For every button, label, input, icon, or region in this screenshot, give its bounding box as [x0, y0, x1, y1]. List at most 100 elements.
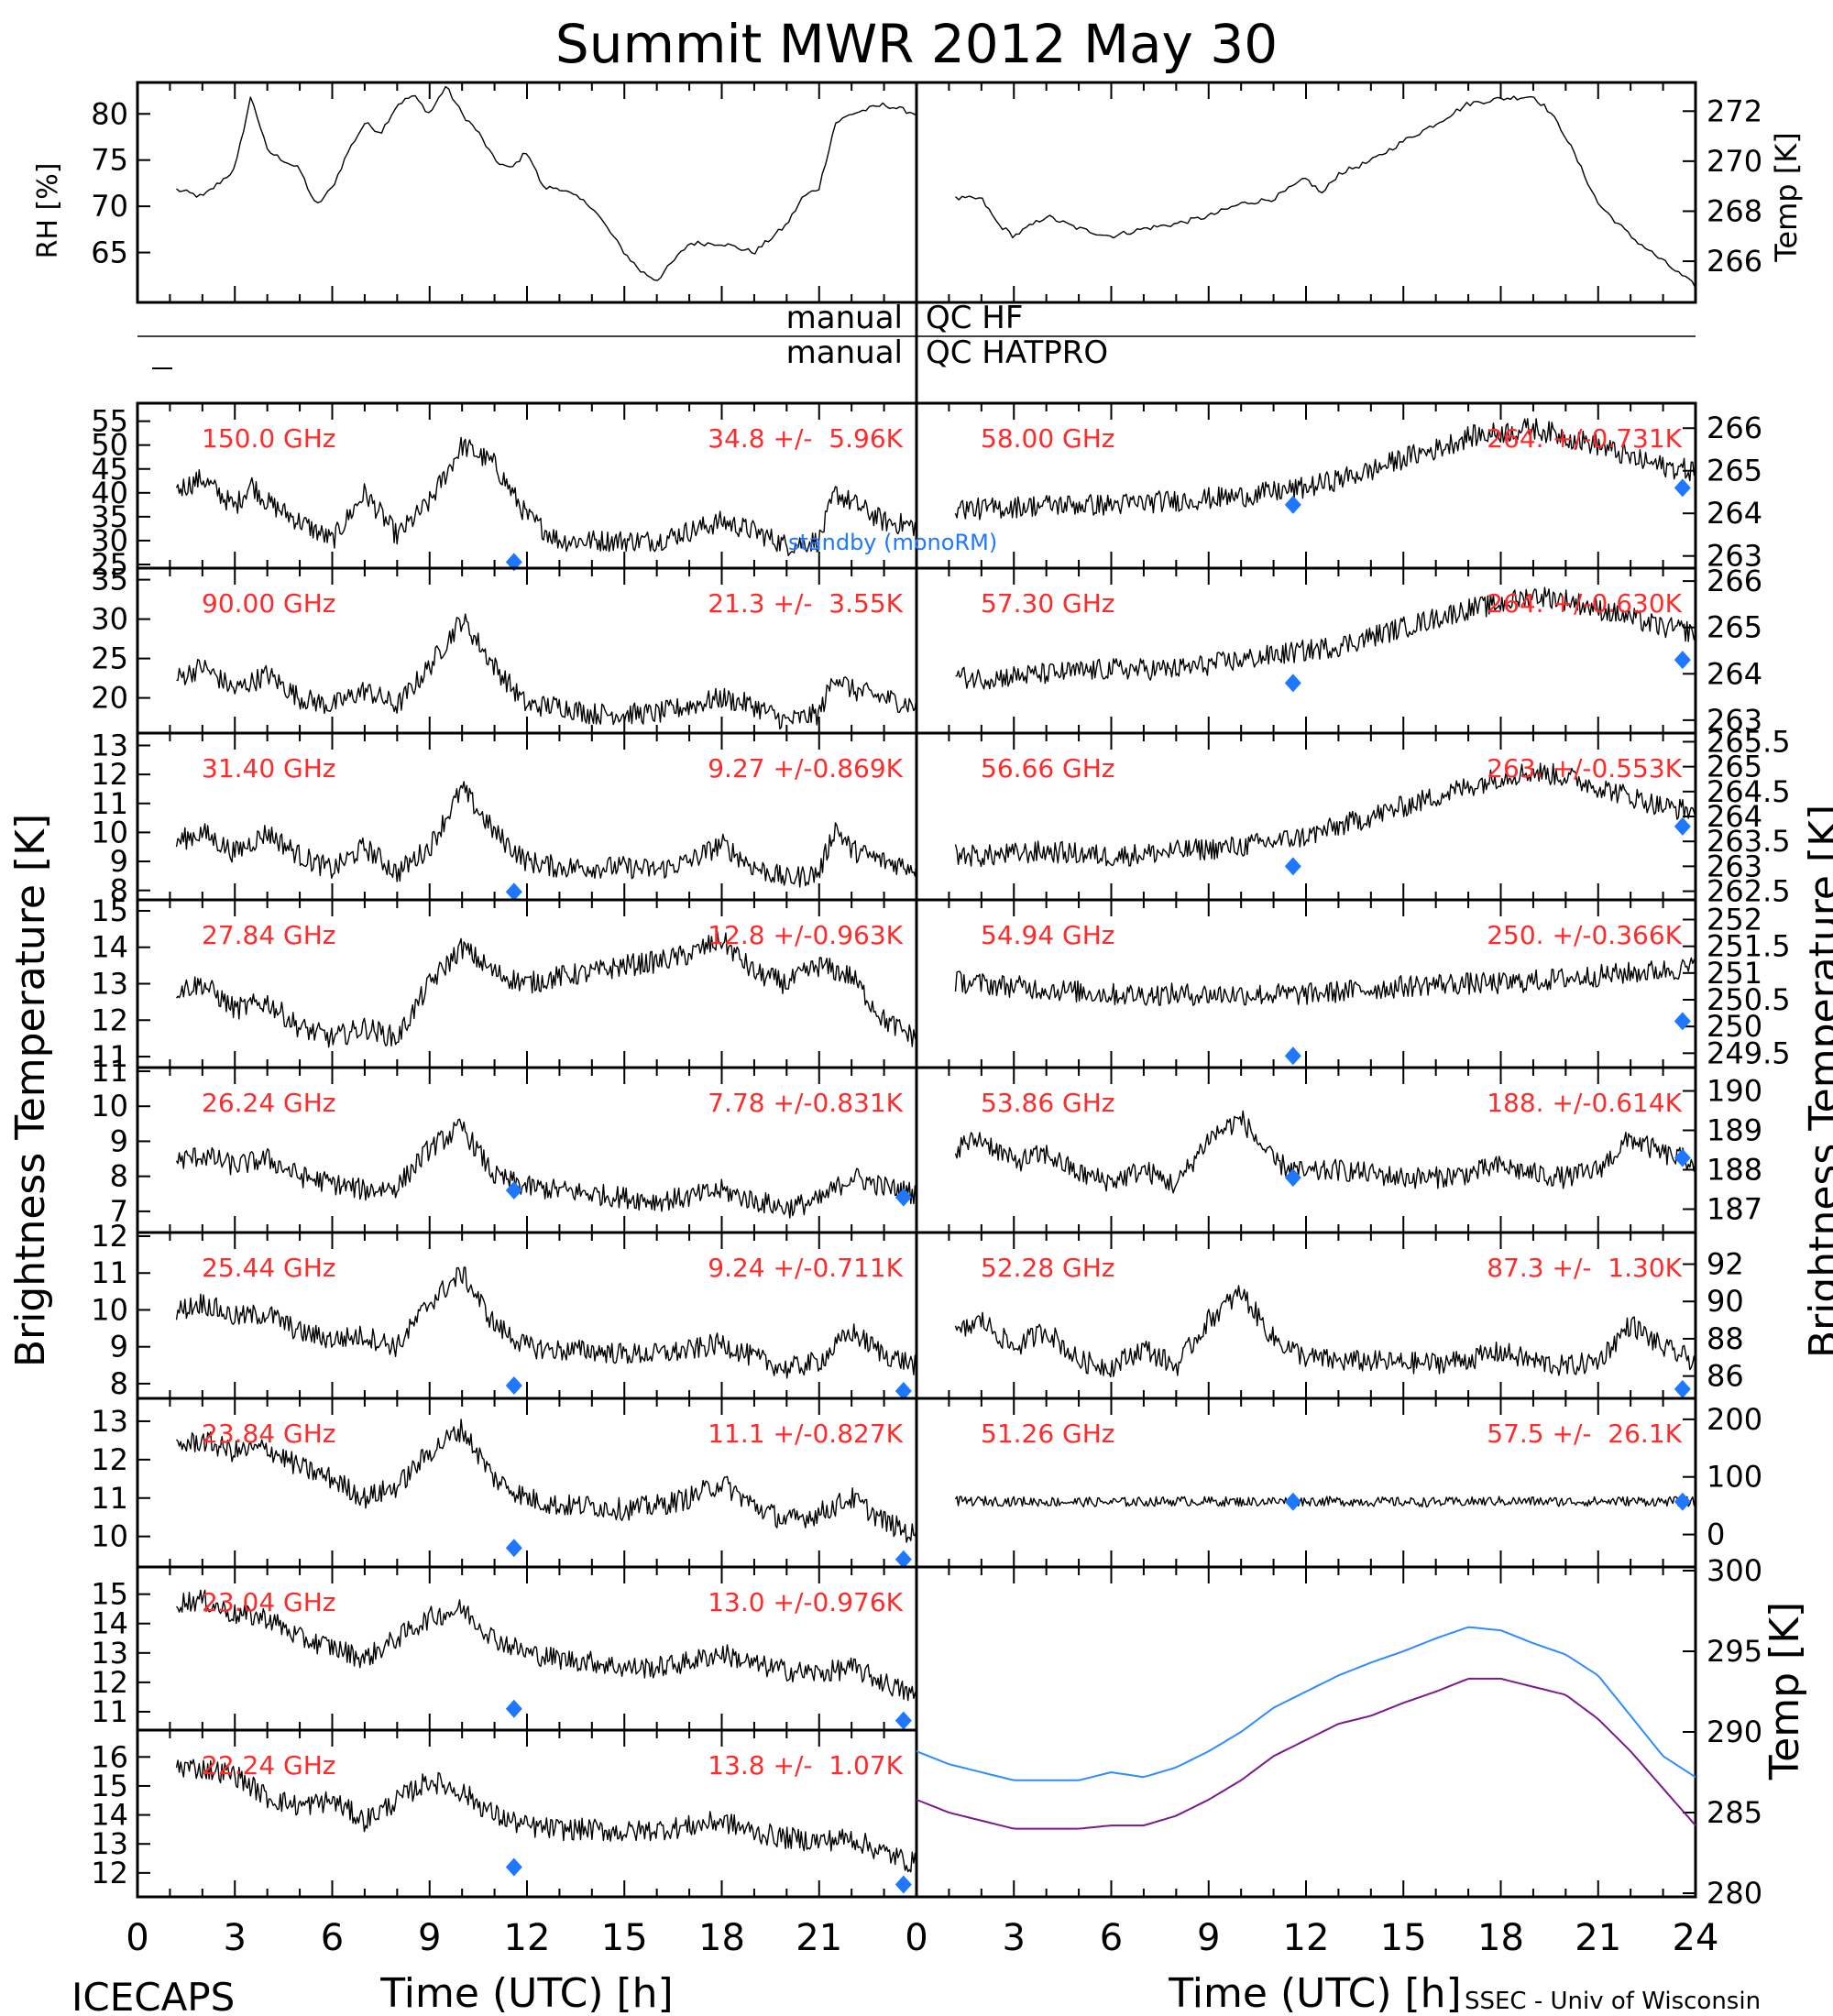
y-tick-label: 11: [91, 1054, 128, 1089]
y-tick-label: 251.5: [1707, 929, 1791, 964]
y-tick-label: 188: [1707, 1153, 1762, 1188]
y-tick-label: 251: [1707, 956, 1762, 991]
calibration-marker: [1284, 495, 1301, 514]
y-tick-label: 250.5: [1707, 982, 1791, 1017]
y-tick-label: 272: [1707, 93, 1762, 128]
qc-right-top-label: QC HF: [926, 300, 1023, 336]
series-line-ch_22: [175, 1759, 917, 1873]
x-tick-label-left: 0: [126, 1917, 148, 1959]
y-tick-label: 14: [91, 930, 128, 965]
series-line-ch_54: [954, 957, 1696, 1006]
x-tick-label-right: 15: [1380, 1917, 1427, 1959]
y-tick-label: 264.5: [1707, 774, 1791, 809]
y-tick-label: 263: [1707, 539, 1762, 574]
y-tick-label: 300: [1707, 1553, 1762, 1588]
panel-frame: [915, 81, 1697, 304]
y-tick-label: 8: [110, 1366, 128, 1401]
series-line-ch_31: [175, 781, 917, 888]
y-tick-label: 189: [1707, 1113, 1762, 1148]
channel-stats: 57.5 +/- 26.1K: [1487, 1419, 1682, 1449]
series-line-ch_150: [175, 436, 917, 557]
y-tick-label: 40: [91, 476, 128, 510]
x-tick-label-left: 18: [698, 1917, 745, 1959]
y-tick-label: 11: [91, 786, 128, 821]
y-tick-label: 10: [91, 1089, 128, 1123]
y-tick-label: 90: [1707, 1284, 1744, 1319]
panel-frame: [915, 1565, 1697, 1899]
panel-ch_57_3: 263 264 265 266 57.30 GHz 264. +/-0.630K: [915, 564, 1762, 738]
y-tick-label: 270: [1707, 144, 1762, 179]
calibration-marker: [505, 1857, 522, 1877]
calibration-marker: [895, 1550, 912, 1569]
channel-stats: 9.24 +/-0.711K: [708, 1253, 903, 1283]
channel-stats: 11.1 +/-0.827K: [708, 1419, 903, 1449]
y-tick-label: 20: [91, 681, 128, 716]
calibration-marker: [505, 553, 522, 572]
calibration-marker: [1674, 1492, 1691, 1511]
calibration-marker: [1284, 674, 1301, 693]
series-line-ch_26: [175, 1118, 917, 1219]
y-tick-label: 10: [91, 815, 128, 849]
calibration-marker: [1674, 1148, 1691, 1167]
y-tick-label: 75: [91, 143, 128, 178]
y-tick-label: 9: [110, 1330, 128, 1364]
qc-right-bottom-label: QC HATPRO: [926, 334, 1108, 371]
y-tick-label: 80: [91, 96, 128, 131]
y-tick-label: 263.5: [1707, 824, 1791, 859]
channel-label: 56.66 GHz: [981, 753, 1115, 783]
y-tick-label: 249.5: [1707, 1035, 1791, 1070]
channel-label: 31.40 GHz: [202, 753, 336, 783]
panel-ch_53: 187 188 189 190 53.86 GHz 188. +/-0.614K: [915, 1066, 1762, 1234]
channel-stats: 13.0 +/-0.976K: [708, 1587, 903, 1617]
channel-label: 23.04 GHz: [202, 1587, 336, 1617]
series-line-blackbody-hatpro: [916, 1626, 1696, 1781]
y-tick-label: 12: [91, 1856, 128, 1890]
y-tick-label: 266: [1707, 244, 1762, 279]
y-tick-label: 9: [110, 844, 128, 879]
panel-ch_51: 0 100 200 51.26 GHz 57.5 +/- 26.1K: [915, 1397, 1762, 1569]
qc-strip: manual QC HF manual QC HATPRO: [137, 300, 1696, 403]
y-tick-label: 290: [1707, 1715, 1762, 1749]
y-tick-label: 263: [1707, 703, 1762, 738]
y-tick-label: 11: [91, 1694, 128, 1729]
left-y-axis-title: Brightness Temperature [K]: [7, 814, 54, 1367]
panel-ch_58: 263 264 265 266 58.00 GHz 264. +/-0.731K: [915, 401, 1762, 574]
panel-frame: [136, 81, 918, 304]
calibration-marker: [505, 1180, 522, 1200]
footer-right: SSEC - Univ of Wisconsin: [1465, 1988, 1761, 2015]
calibration-marker: [505, 1699, 522, 1718]
series-line-ch_23_0: [175, 1589, 917, 1702]
series-line-ch_27: [175, 930, 917, 1048]
channel-label: 23.84 GHz: [202, 1419, 336, 1449]
y-tick-label: 0: [1707, 1517, 1725, 1552]
y-tick-label: 86: [1707, 1359, 1744, 1394]
channel-label: 53.86 GHz: [981, 1088, 1115, 1118]
x-axis-title-right: Time (UTC) [h]: [1168, 1970, 1461, 2016]
channel-stats: 188. +/-0.614K: [1487, 1088, 1682, 1118]
channel-label: 54.94 GHz: [981, 920, 1115, 950]
calibration-marker: [1284, 1046, 1301, 1066]
y-tick-label: 70: [91, 189, 128, 224]
y-tick-label: 14: [91, 1798, 128, 1833]
y-tick-label: 10: [91, 1519, 128, 1554]
calibration-marker: [505, 1539, 522, 1558]
calibration-marker: [505, 1375, 522, 1395]
series-line-blackbody-hf: [916, 1677, 1696, 1830]
channel-label: 90.00 GHz: [202, 588, 336, 619]
channel-stats: 9.27 +/-0.869K: [708, 753, 903, 783]
y-tick-label: 13: [91, 1636, 128, 1671]
channel-label: 57.30 GHz: [981, 588, 1115, 619]
y-tick-label: 190: [1707, 1074, 1762, 1109]
y-tick-label: 100: [1707, 1460, 1762, 1495]
y-tick-label: 8: [110, 1159, 128, 1194]
calibration-marker: [1674, 651, 1691, 670]
series-line-ch_23_8: [175, 1419, 917, 1543]
y-tick-label: 30: [91, 523, 128, 558]
